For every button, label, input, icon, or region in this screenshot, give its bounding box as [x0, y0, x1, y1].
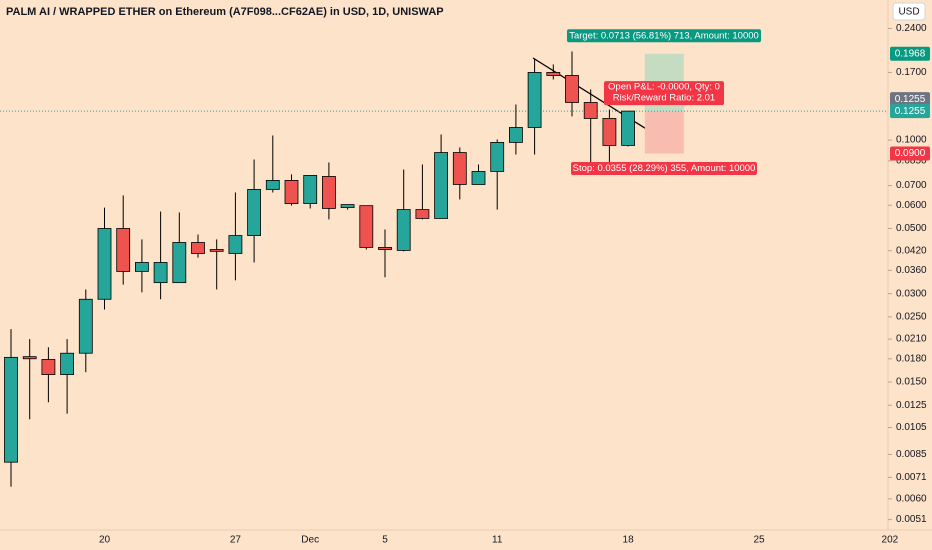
- y-tick-label: 0.0500: [896, 223, 927, 234]
- candle-body: [359, 205, 374, 248]
- x-tick-label: 202: [882, 535, 899, 546]
- candle-body: [508, 127, 523, 143]
- pnl-label: Open P&L: -0.0000, Qty: 0: [608, 82, 720, 93]
- candle-body: [153, 262, 168, 284]
- candle-body: [602, 118, 617, 146]
- y-tick-label: 0.0420: [896, 245, 927, 256]
- y-tick-label: 0.0071: [896, 472, 927, 483]
- currency-label[interactable]: USD: [898, 7, 919, 18]
- y-tick-label: 0.0600: [896, 200, 927, 211]
- candle-body: [41, 359, 56, 375]
- x-tick-label: Dec: [301, 535, 319, 546]
- pnl-box: [604, 81, 724, 106]
- stop-badge-bg: [890, 146, 930, 161]
- candle-body: [546, 72, 561, 76]
- target-label-bg: [567, 29, 761, 43]
- candle-body: [284, 180, 299, 204]
- y-tick-label: 0.0360: [896, 265, 927, 276]
- y-tick-label: 0.0180: [896, 353, 927, 364]
- candle-body: [415, 209, 430, 219]
- y-tick-label: 0.0250: [896, 312, 927, 323]
- ratio-label: Risk/Reward Ratio: 2.01: [613, 93, 715, 104]
- candle-body: [321, 176, 336, 209]
- y-tick-label: 0.0125: [896, 400, 927, 411]
- candle-body: [396, 209, 411, 251]
- candle-body: [60, 352, 74, 375]
- target-label: Target: 0.0713 (56.81%) 713, Amount: 100…: [569, 30, 759, 41]
- stop-label: Stop: 0.0355 (28.29%) 355, Amount: 10000: [573, 163, 756, 174]
- x-tick-label: 27: [230, 535, 242, 546]
- candle-body: [4, 356, 18, 463]
- candle-body: [340, 204, 355, 208]
- x-tick-label: 25: [753, 535, 765, 546]
- y-tick-label: 0.0105: [896, 422, 927, 433]
- y-tick-label: 0.1700: [896, 67, 927, 78]
- candle-body: [22, 356, 37, 360]
- stop-zone: [644, 111, 684, 154]
- stop-label-bg: [571, 162, 757, 176]
- candle-body: [116, 228, 131, 272]
- y-tick-label: 0.0700: [896, 180, 927, 191]
- candle-body: [471, 171, 486, 185]
- target-badge-bg: [890, 46, 930, 61]
- target-badge: 0.1968: [895, 48, 926, 59]
- candle-body: [265, 180, 280, 190]
- candle-body: [378, 247, 392, 250]
- candle-body: [209, 249, 224, 252]
- candle-body: [191, 242, 205, 254]
- candle-body: [583, 102, 598, 119]
- y-tick-label: 0.0300: [896, 288, 927, 299]
- entry-badge-bg: [890, 104, 930, 119]
- y-tick-label: 0.0210: [896, 334, 927, 345]
- last-price-badge-bg: [890, 92, 930, 107]
- y-tick-label: 0.0085: [896, 449, 927, 460]
- stop-badge: 0.0900: [895, 148, 926, 159]
- candle-body: [434, 152, 449, 219]
- x-tick-label: 18: [623, 535, 635, 546]
- y-tick-label: 0.0850: [896, 155, 927, 166]
- candle-body: [97, 228, 112, 300]
- candle-body: [621, 110, 635, 146]
- y-tick-label: 0.0051: [896, 514, 927, 525]
- x-tick-label: 20: [99, 535, 111, 546]
- y-tick-label: 0.0060: [896, 494, 927, 505]
- currency-button[interactable]: [892, 2, 926, 21]
- candle-body: [452, 152, 467, 185]
- y-tick-label: 0.1000: [896, 135, 927, 146]
- entry-badge: 0.1255: [895, 106, 926, 117]
- y-tick-label: 0.0150: [896, 377, 927, 388]
- x-tick-label: 5: [382, 535, 388, 546]
- last-price-badge: 0.1255: [895, 94, 926, 105]
- candle-body: [78, 298, 93, 354]
- candle-body: [303, 175, 318, 204]
- candle-body: [490, 142, 505, 172]
- candle-body: [134, 262, 149, 272]
- candle-body: [565, 75, 579, 103]
- y-tick-label: 0.2400: [896, 23, 927, 34]
- chart-title: PALM AI / WRAPPED ETHER on Ethereum (A7F…: [6, 6, 444, 18]
- candle-body: [527, 72, 542, 128]
- candle-body: [247, 189, 262, 236]
- candle-body: [172, 242, 187, 284]
- candle-body: [228, 235, 243, 254]
- x-tick-label: 11: [492, 535, 503, 546]
